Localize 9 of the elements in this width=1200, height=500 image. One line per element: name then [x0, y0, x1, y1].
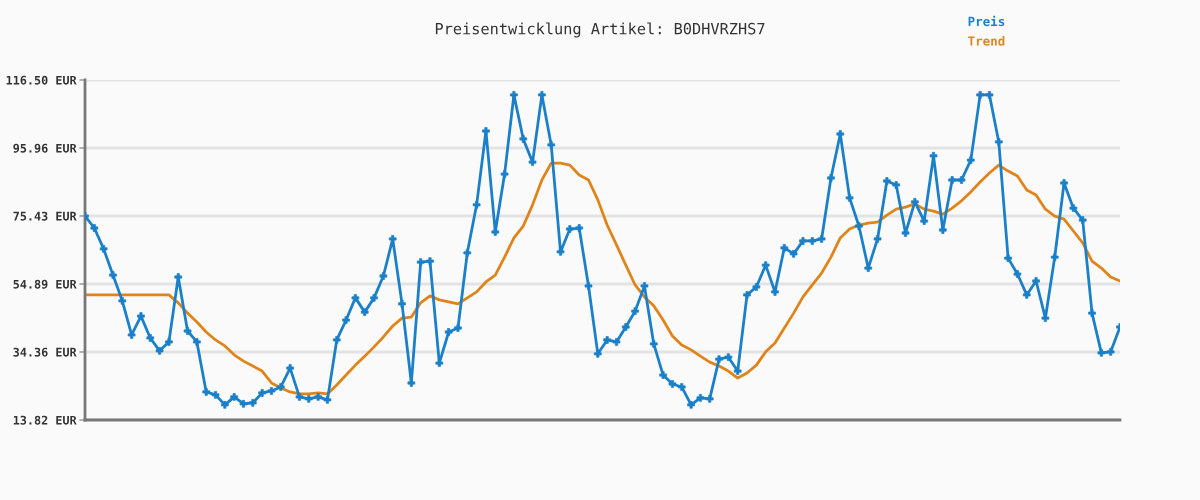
y-tick-label: 34.36 EUR	[13, 347, 77, 357]
y-tick-label: 116.50 EUR	[6, 75, 77, 85]
chart-title: Preisentwicklung Artikel: B0DHVRZHS7	[435, 22, 765, 38]
y-tick-label: 95.96 EUR	[13, 143, 77, 153]
text: Trend	[968, 36, 1005, 46]
y-tick-label: 54.89 EUR	[13, 279, 77, 289]
y-tick-label: 75.43 EUR	[13, 211, 77, 221]
y-tick-label: 13.82 EUR	[13, 415, 77, 425]
text: Preis	[968, 15, 1005, 27]
